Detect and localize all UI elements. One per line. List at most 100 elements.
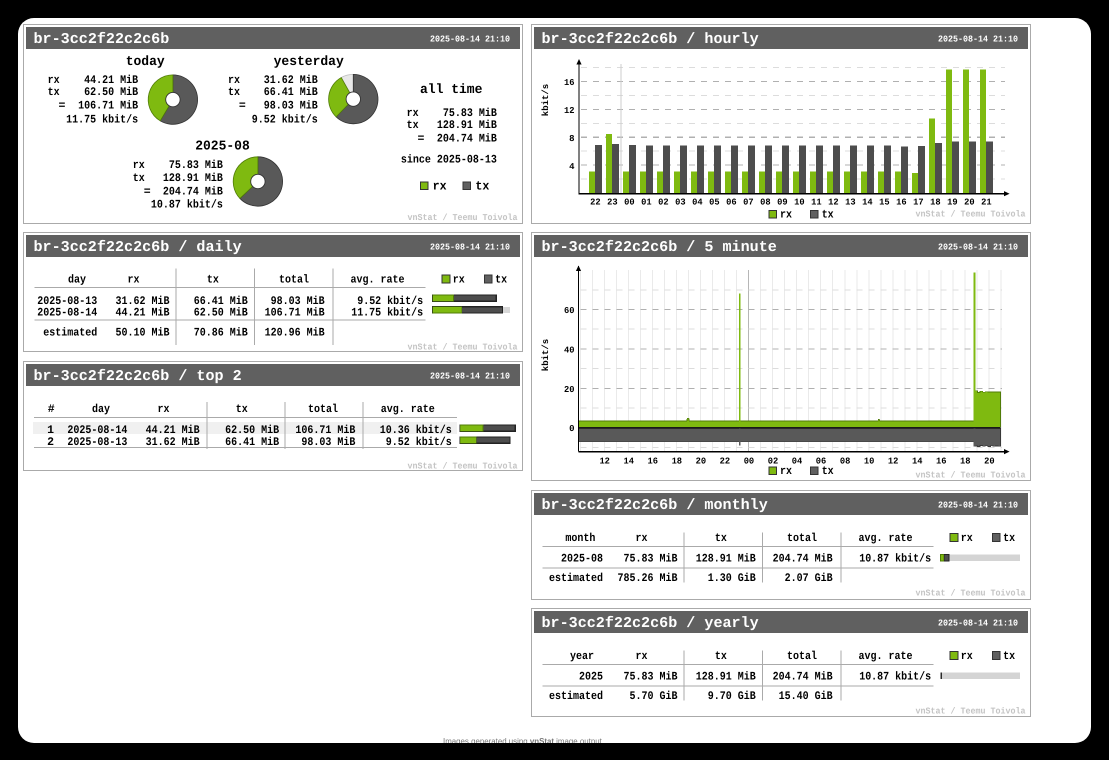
svg-text:98.03 MiB: 98.03 MiB <box>271 295 325 308</box>
svg-text:rx: rx <box>453 274 465 287</box>
svg-text:#: # <box>48 403 55 416</box>
svg-text:vnStat / Teemu Toivola: vnStat / Teemu Toivola <box>916 707 1027 717</box>
svg-text:11.75 kbit/s: 11.75 kbit/s <box>351 307 423 320</box>
svg-text:rx: rx <box>158 403 170 416</box>
svg-text:106.71 MiB: 106.71 MiB <box>265 307 325 320</box>
svg-text:16: 16 <box>936 457 947 467</box>
svg-text:12: 12 <box>564 106 575 116</box>
svg-text:20: 20 <box>964 198 975 208</box>
svg-text:106.71 MiB: 106.71 MiB <box>78 99 138 112</box>
svg-text:day: day <box>92 403 110 416</box>
svg-text:vnStat / Teemu Toivola: vnStat / Teemu Toivola <box>916 210 1027 220</box>
svg-text:total: total <box>308 403 338 416</box>
svg-text:128.91 MiB: 128.91 MiB <box>696 552 756 565</box>
svg-text:2025: 2025 <box>579 670 603 683</box>
svg-text:01: 01 <box>641 198 652 208</box>
svg-text:rx: rx <box>636 532 648 545</box>
svg-text:kbit/s: kbit/s <box>541 84 551 116</box>
svg-text:year: year <box>570 650 594 663</box>
svg-text:204.74 MiB: 204.74 MiB <box>437 132 497 145</box>
svg-text:03: 03 <box>675 198 686 208</box>
svg-text:total: total <box>279 274 309 287</box>
svg-text:today: today <box>126 55 165 70</box>
svg-text:204.74 MiB: 204.74 MiB <box>773 670 833 683</box>
svg-text:=: = <box>144 186 151 199</box>
svg-text:10.87 kbit/s: 10.87 kbit/s <box>859 552 931 565</box>
svg-text:=: = <box>239 99 246 112</box>
svg-text:10: 10 <box>794 198 805 208</box>
svg-text:2025-08-14 21:10: 2025-08-14 21:10 <box>938 500 1018 510</box>
svg-text:rx: rx <box>228 74 240 87</box>
svg-text:tx: tx <box>822 465 834 478</box>
svg-text:60: 60 <box>564 306 575 316</box>
svg-text:62.50 MiB: 62.50 MiB <box>225 424 279 437</box>
svg-text:23: 23 <box>607 198 618 208</box>
svg-text:day: day <box>68 274 86 287</box>
svg-text:66.41 MiB: 66.41 MiB <box>225 436 279 449</box>
svg-text:rx: rx <box>407 107 419 120</box>
svg-text:00: 00 <box>624 198 635 208</box>
svg-text:2025-08-14: 2025-08-14 <box>37 307 97 320</box>
svg-text:10: 10 <box>864 457 875 467</box>
svg-text:estimated: estimated <box>549 690 603 703</box>
svg-text:rx: rx <box>780 465 792 478</box>
svg-text:66.41 MiB: 66.41 MiB <box>264 86 318 99</box>
svg-text:75.83 MiB: 75.83 MiB <box>169 159 223 172</box>
svg-text:rx: rx <box>48 74 60 87</box>
svg-text:09: 09 <box>777 198 788 208</box>
svg-text:04: 04 <box>792 457 803 467</box>
svg-text:2025-08: 2025-08 <box>195 139 250 154</box>
svg-text:21: 21 <box>981 198 992 208</box>
svg-text:tx: tx <box>48 86 60 99</box>
svg-text:br-3cc2f22c2c6b / daily: br-3cc2f22c2c6b / daily <box>34 239 242 256</box>
svg-text:tx: tx <box>715 650 727 663</box>
svg-text:2025-08-14 21:10: 2025-08-14 21:10 <box>430 34 510 44</box>
svg-text:120.96 MiB: 120.96 MiB <box>265 326 325 339</box>
svg-text:14: 14 <box>623 457 634 467</box>
svg-text:vnStat / Teemu Toivola: vnStat / Teemu Toivola <box>408 462 519 472</box>
svg-text:20: 20 <box>984 457 995 467</box>
svg-text:22: 22 <box>720 457 731 467</box>
svg-text:4: 4 <box>569 162 575 172</box>
svg-text:06: 06 <box>726 198 737 208</box>
svg-text:204.74 MiB: 204.74 MiB <box>773 552 833 565</box>
svg-text:5.70 GiB: 5.70 GiB <box>630 690 678 703</box>
svg-text:00: 00 <box>744 457 755 467</box>
svg-text:2025-08-13: 2025-08-13 <box>67 436 127 449</box>
svg-text:total: total <box>787 650 817 663</box>
svg-text:31.62 MiB: 31.62 MiB <box>116 295 170 308</box>
svg-text:15.40 GiB: 15.40 GiB <box>779 690 833 703</box>
svg-text:08: 08 <box>760 198 771 208</box>
svg-text:15: 15 <box>879 198 890 208</box>
svg-text:avg. rate: avg. rate <box>381 403 435 416</box>
svg-text:12: 12 <box>599 457 610 467</box>
svg-text:20: 20 <box>696 457 707 467</box>
svg-text:tx: tx <box>1003 532 1015 545</box>
svg-text:62.50 MiB: 62.50 MiB <box>84 86 138 99</box>
svg-text:2.07 GiB: 2.07 GiB <box>785 572 833 585</box>
svg-text:18: 18 <box>672 457 683 467</box>
svg-text:31.62 MiB: 31.62 MiB <box>146 436 200 449</box>
svg-text:10.87 kbit/s: 10.87 kbit/s <box>151 199 223 212</box>
svg-text:2025-08: 2025-08 <box>561 552 603 565</box>
svg-text:20: 20 <box>564 385 575 395</box>
svg-text:9.70 GiB: 9.70 GiB <box>708 690 756 703</box>
svg-text:75.83 MiB: 75.83 MiB <box>624 552 678 565</box>
svg-text:16: 16 <box>896 198 907 208</box>
svg-text:16: 16 <box>564 78 575 88</box>
svg-text:18: 18 <box>930 198 941 208</box>
svg-text:tx: tx <box>228 86 240 99</box>
svg-text:06: 06 <box>816 457 827 467</box>
svg-text:05: 05 <box>709 198 720 208</box>
svg-text:75.83 MiB: 75.83 MiB <box>624 670 678 683</box>
svg-text:rx: rx <box>636 650 648 663</box>
svg-text:204.74 MiB: 204.74 MiB <box>163 186 223 199</box>
svg-text:66.41 MiB: 66.41 MiB <box>194 295 248 308</box>
svg-text:12: 12 <box>888 457 899 467</box>
svg-text:tx: tx <box>822 209 834 222</box>
svg-text:785.26 MiB: 785.26 MiB <box>618 572 678 585</box>
svg-text:2025-08-14: 2025-08-14 <box>67 424 127 437</box>
svg-text:1.30 GiB: 1.30 GiB <box>708 572 756 585</box>
svg-text:estimated: estimated <box>43 326 97 339</box>
svg-text:rx: rx <box>780 209 792 222</box>
